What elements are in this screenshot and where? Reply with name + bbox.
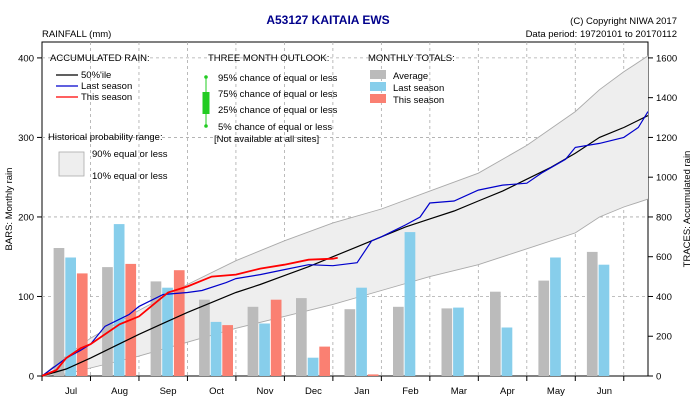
- legend-this-season-swatch: [370, 94, 386, 103]
- bar-average: [344, 309, 356, 376]
- bar-average: [53, 248, 65, 376]
- bar-average: [586, 251, 598, 376]
- outlook-25: 25% chance of equal or less: [218, 105, 338, 116]
- range-band-fill: [42, 55, 648, 377]
- x-tick-label: Dec: [305, 386, 322, 397]
- y-tick-label-left: 400: [18, 53, 34, 64]
- trace-this-season: [41, 256, 338, 377]
- bar-this-season: [222, 325, 233, 376]
- legend-outlook: THREE MONTH OUTLOOK: 95% chance of equal…: [202, 53, 338, 145]
- y-tick-label-right: 600: [656, 252, 672, 263]
- legend-monthly: MONTHLY TOTALS: Average Last season This…: [368, 53, 455, 106]
- bar-average: [296, 298, 307, 376]
- y-axis-title-right: TRACES: Accumulated rain: [682, 151, 693, 268]
- legend-range-swatch: [58, 151, 85, 177]
- bar-last-season: [210, 321, 222, 376]
- bar-this-season: [367, 374, 379, 376]
- axes: 0 100 200 300 400 0 200 400 600 800 1000 1200 1400 16…: [18, 53, 677, 397]
- y-tick-label-right: 1600: [656, 53, 677, 64]
- bar-average: [102, 267, 113, 376]
- bar-last-season: [259, 323, 270, 376]
- legend-median-label: 50%'ile: [81, 70, 111, 81]
- x-tick-label: Apr: [500, 386, 515, 397]
- bar-last-season: [404, 232, 416, 376]
- x-tick-label: Jun: [597, 386, 612, 397]
- bar-average: [199, 299, 210, 376]
- y-tick-label-left: 0: [29, 372, 34, 383]
- legend-average-swatch: [370, 70, 386, 79]
- bar-last-season: [307, 357, 319, 376]
- x-tick-label: Oct: [209, 386, 224, 397]
- legend-last-season-label: Last season: [81, 81, 132, 92]
- legend-monthly-this-label: This season: [393, 95, 444, 106]
- outlook-5: 5% chance of equal or less: [218, 122, 332, 133]
- bar-this-season: [173, 270, 185, 376]
- y-tick-label-right: 1000: [656, 173, 677, 184]
- copyright: (C) Copyright NIWA 2017: [570, 16, 677, 27]
- x-tick-label: Feb: [402, 386, 418, 397]
- plot-area: 0 100 200 300 400 0 200 400 600 800 1000 1200 1400 16…: [18, 41, 677, 397]
- y-axis-title-left: BARS: Monthly rain: [4, 168, 15, 251]
- y-tick-label-right: 1200: [656, 133, 677, 144]
- legend-accumulated-title: ACCUMULATED RAIN:: [50, 53, 150, 64]
- bar-this-season: [76, 273, 88, 376]
- bar-average: [441, 308, 453, 376]
- bar-last-season: [113, 224, 125, 376]
- bar-average: [490, 291, 501, 376]
- legend-average-label: Average: [393, 71, 428, 82]
- legend-last-season-swatch: [370, 82, 386, 91]
- bar-average: [538, 280, 550, 376]
- y-tick-label-right: 400: [656, 292, 672, 303]
- data-period: Data period: 19720101 to 20170112: [526, 29, 677, 40]
- x-tick-label: Aug: [111, 386, 128, 397]
- x-tick-label: May: [547, 386, 565, 397]
- legend-range: Historical probability range: 90% equal …: [48, 132, 168, 182]
- bar-last-season: [598, 264, 610, 376]
- legend-this-season-label: This season: [81, 92, 132, 103]
- legend-range-10: 10% equal or less: [92, 171, 168, 182]
- bar-this-season: [319, 346, 330, 376]
- x-tick-label: Sep: [160, 386, 177, 397]
- y-tick-label-left: 300: [18, 133, 34, 144]
- legend-monthly-last-label: Last season: [393, 83, 444, 94]
- chart-title: A53127 KAITAIA EWS: [266, 13, 389, 27]
- legend-outlook-title: THREE MONTH OUTLOOK:: [208, 53, 329, 64]
- y-tick-label-left: 100: [18, 292, 34, 303]
- legend-range-title: Historical probability range:: [48, 132, 163, 143]
- x-tick-label: Nov: [257, 386, 274, 397]
- outlook-marker-95: [204, 75, 208, 79]
- bar-last-season: [453, 307, 464, 376]
- y-tick-label-right: 1400: [656, 93, 677, 104]
- legend-accumulated: ACCUMULATED RAIN: 50%'ile Last season Th…: [50, 53, 150, 103]
- units-label: RAINFALL (mm): [42, 29, 111, 40]
- outlook-note: [Not available at all sites]: [214, 134, 319, 145]
- y-tick-label-right: 800: [656, 212, 672, 223]
- x-tick-label: Jul: [65, 386, 77, 397]
- bar-this-season: [270, 299, 282, 376]
- legend-range-90: 90% equal or less: [92, 149, 168, 160]
- x-tick-label: Jan: [354, 386, 369, 397]
- outlook-marker-5: [204, 124, 208, 128]
- bar-last-season: [356, 287, 367, 376]
- bar-average: [247, 306, 259, 376]
- bar-average: [393, 306, 404, 376]
- outlook-box: [202, 92, 210, 114]
- outlook-75: 75% chance of equal or less: [218, 89, 338, 100]
- bar-last-season: [162, 287, 173, 376]
- trace-last-season: [41, 111, 649, 377]
- accumulated-traces: [41, 111, 649, 377]
- y-tick-label-right: 0: [656, 372, 661, 383]
- outlook-95: 95% chance of equal or less: [218, 73, 338, 84]
- y-tick-label-left: 200: [18, 212, 34, 223]
- bar-last-season: [65, 257, 76, 376]
- bar-average: [150, 281, 162, 376]
- bar-last-season: [550, 257, 561, 376]
- y-tick-label-right: 200: [656, 332, 672, 343]
- legend-monthly-title: MONTHLY TOTALS:: [368, 53, 455, 64]
- bar-last-season: [501, 327, 513, 376]
- x-tick-label: Mar: [451, 386, 467, 397]
